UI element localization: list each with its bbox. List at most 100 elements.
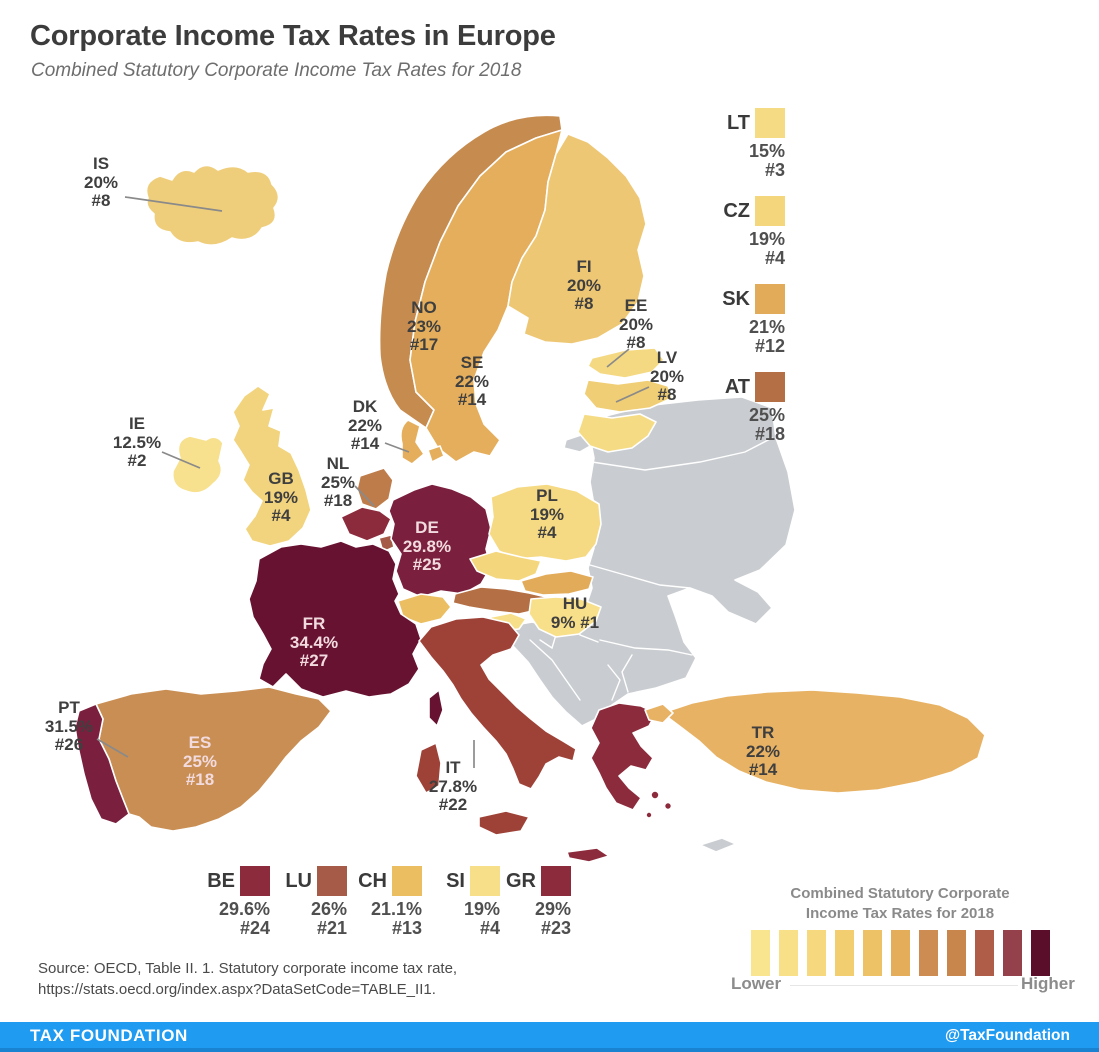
- map-label-line: TR: [751, 723, 775, 742]
- legend-swatch-3: [807, 930, 826, 976]
- country-gr: [590, 702, 657, 811]
- country-it-sardinia: [415, 742, 442, 794]
- callout-rank-gr: #23: [540, 918, 571, 938]
- legend-swatch-2: [779, 930, 798, 976]
- callout-rank-lu: #21: [316, 918, 347, 938]
- map-label-dk: DK 22% #14: [348, 397, 382, 454]
- map-label-line: #18: [185, 770, 215, 789]
- country-fr: [248, 540, 422, 698]
- callout-head: SK: [695, 284, 785, 314]
- callout-code-sk: SK: [722, 287, 750, 310]
- callout-head: BE: [200, 866, 270, 896]
- country-fr-corsica: [428, 689, 444, 727]
- country-gr-island-2: [663, 801, 673, 811]
- map-label-pl: PL 19% #4: [529, 486, 565, 543]
- callout-swatch-si: [470, 866, 500, 896]
- callout-rank-lt: #3: [764, 160, 785, 180]
- leader-line-3: [354, 485, 375, 507]
- callout-swatch-ch: [392, 866, 422, 896]
- callout-code-at: AT: [724, 375, 750, 398]
- country-lt: [577, 413, 657, 453]
- map-label-line: IS: [92, 154, 110, 173]
- map-label-line: PL: [536, 486, 558, 505]
- callout-rate-si: 19%: [463, 899, 500, 919]
- leader-line-5: [615, 386, 650, 403]
- country-ee: [587, 347, 665, 379]
- leader-line-1: [161, 451, 201, 469]
- country-gb: [232, 385, 312, 547]
- map-label-line: 19%: [263, 487, 299, 507]
- map-label-line: 25%: [182, 751, 218, 771]
- callout-rank-be: #24: [239, 918, 270, 938]
- country-it-sicily: [478, 810, 530, 836]
- map-label-line: HU: [562, 594, 588, 613]
- callout-rate-gr: 29%: [534, 899, 571, 919]
- legend-swatch-6: [891, 930, 910, 976]
- legend-swatch-5: [863, 930, 882, 976]
- map-label-nl: NL 25% #18: [320, 454, 356, 511]
- map-label-hu: HU 9% #1: [550, 594, 600, 632]
- map-label-line: 25%: [320, 472, 356, 492]
- callout-ch: CH 21.1% #13: [352, 866, 422, 938]
- legend-title-line1: Combined Statutory Corporate: [790, 885, 1010, 902]
- callout-swatch-be: [240, 866, 270, 896]
- callout-rate-sk: 21%: [748, 317, 785, 337]
- map-label-se: SE 22% #14: [454, 353, 490, 410]
- legend-swatch-1: [751, 930, 770, 976]
- callout-swatch-lt: [755, 108, 785, 138]
- country-tr: [661, 689, 986, 794]
- country-sk: [520, 570, 594, 596]
- map-label-line: 22%: [745, 741, 781, 761]
- callout-rank-si: #4: [479, 918, 500, 938]
- country-cz: [469, 550, 542, 582]
- map-label-line: #4: [537, 523, 557, 542]
- country-fi: [507, 133, 647, 345]
- map-label-line: DK: [352, 397, 378, 416]
- callout-swatch-at: [755, 372, 785, 402]
- map-label-line: EE: [624, 296, 648, 315]
- map-label-tr: TR 22% #14: [745, 723, 781, 780]
- callout-code-cz: CZ: [723, 199, 750, 222]
- country-dk: [400, 419, 425, 465]
- map-label-line: FR: [302, 614, 326, 633]
- legend-swatch-8: [947, 930, 966, 976]
- map-label-line: 20%: [566, 275, 602, 295]
- map-label-line: 31.5%: [44, 716, 94, 736]
- map-label-line: 20%: [618, 314, 654, 334]
- map-label-line: #8: [91, 191, 111, 210]
- map-label-gb: GB 19% #4: [263, 469, 299, 526]
- callout-swatch-gr: [541, 866, 571, 896]
- map-label-line: #8: [626, 333, 646, 352]
- map-label-line: SE: [460, 353, 484, 372]
- footer-brand: TAX FOUNDATION: [30, 1026, 188, 1045]
- map-label-pt: PT 31.5% #26: [44, 698, 94, 755]
- callout-head: GR: [501, 866, 571, 896]
- map-label-line: 23%: [406, 316, 442, 336]
- callout-code-lt: LT: [727, 111, 750, 134]
- map-label-line: 22%: [454, 371, 490, 391]
- callout-rank-at: #18: [754, 424, 785, 444]
- map-label-line: #17: [409, 335, 439, 354]
- map-label-line: 9% #1: [550, 612, 600, 632]
- map-label-line: ES: [188, 733, 212, 752]
- country-hu: [528, 596, 602, 638]
- leader-line-4: [606, 348, 630, 368]
- callout-be: BE 29.6% #24: [200, 866, 270, 938]
- callout-cz: CZ 19% #4: [695, 196, 785, 268]
- callout-swatch-sk: [755, 284, 785, 314]
- country-is: [145, 164, 280, 246]
- map-label-line: 29.8%: [402, 536, 452, 556]
- callout-rate-lu: 26%: [310, 899, 347, 919]
- map-label-line: #14: [457, 390, 487, 409]
- map-label-line: 19%: [529, 504, 565, 524]
- legend-baseline: [790, 985, 1018, 986]
- callout-head: CH: [352, 866, 422, 896]
- legend-swatch-7: [919, 930, 938, 976]
- callout-rank-cz: #4: [764, 248, 785, 268]
- callout-si: SI 19% #4: [430, 866, 500, 938]
- map-label-fr: FR 34.4% #27: [290, 614, 338, 671]
- map-label-line: #14: [350, 434, 380, 453]
- callout-swatch-cz: [755, 196, 785, 226]
- map-label-line: #4: [271, 506, 291, 525]
- callout-code-ch: CH: [358, 869, 387, 892]
